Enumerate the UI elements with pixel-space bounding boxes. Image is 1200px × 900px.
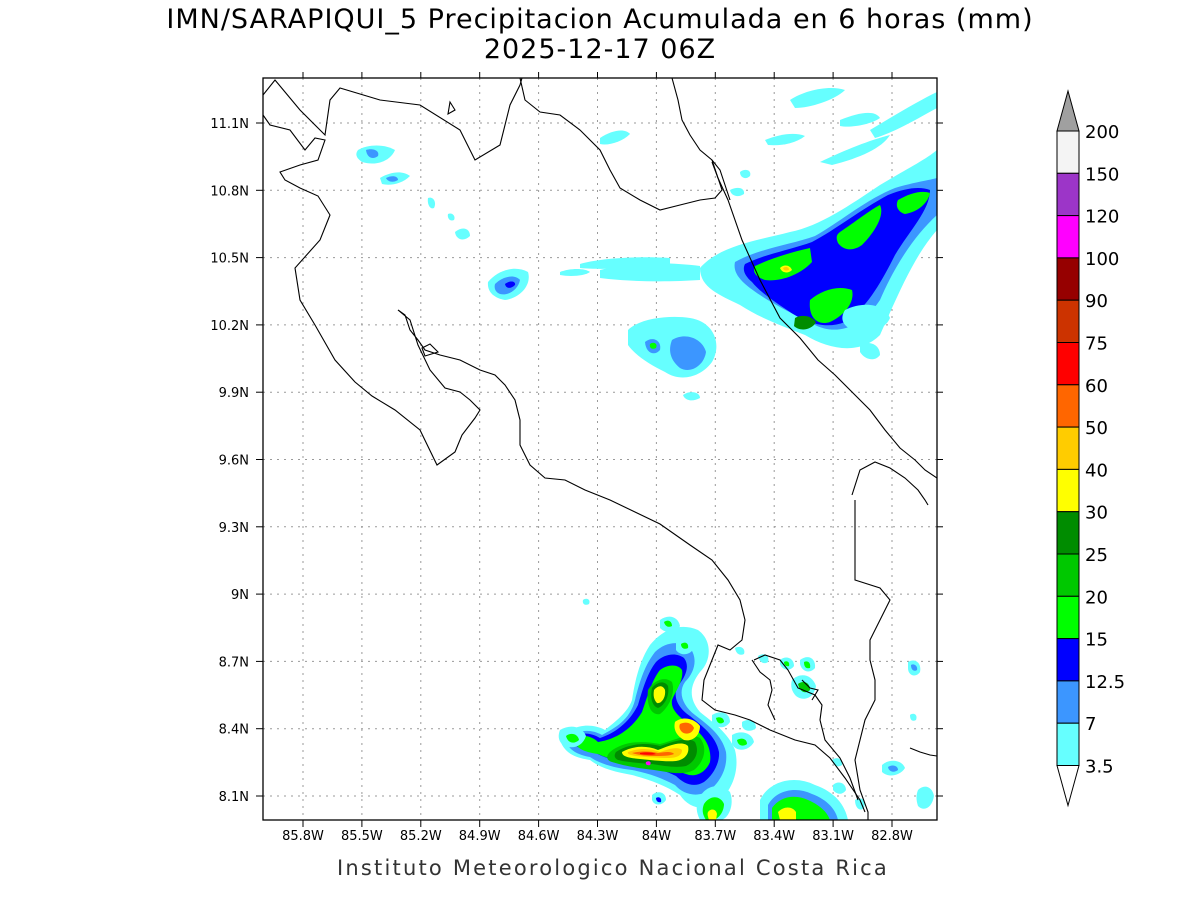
golfo-dulce xyxy=(753,654,859,801)
colorbar-swatch xyxy=(1056,172,1080,217)
lat-tick-label: 8.7N xyxy=(219,655,249,670)
colorbar-label: 200 xyxy=(1085,122,1119,143)
rain-cluster-northwest xyxy=(356,145,590,605)
map-datetime: 2025-12-17 06Z xyxy=(483,34,717,65)
colorbar: 200 150 120 100 90 75 60 50 40 30 25 20 15 12.5 7 3.5 xyxy=(1056,89,1125,808)
costa-rica-pacific-coast xyxy=(263,114,866,813)
lat-tick-label: 9.3N xyxy=(219,521,249,536)
colorbar-swatch xyxy=(1056,638,1080,682)
latitude-axis: 11.1N 10.8N 10.5N 10.2N 9.9N 9.6N 9.3N 9N 8.7N 8.… xyxy=(210,117,943,805)
colorbar-swatch xyxy=(1056,553,1080,597)
lat-tick-label: 9N xyxy=(231,588,249,603)
colorbar-label: 30 xyxy=(1085,503,1108,524)
credit-footer: Instituto Meteorologico Nacional Costa R… xyxy=(337,856,889,880)
colorbar-label: 100 xyxy=(1085,249,1119,270)
colorbar-label: 90 xyxy=(1085,291,1108,312)
lon-tick-label: 85.2W xyxy=(400,829,442,844)
colorbar-label: 150 xyxy=(1085,164,1119,185)
lat-tick-label: 8.4N xyxy=(219,723,249,738)
colorbar-swatch xyxy=(1056,384,1080,428)
nicaragua-coast-northwest xyxy=(263,78,523,161)
colorbar-swatch xyxy=(1056,468,1080,513)
panama-border xyxy=(854,500,891,820)
colorbar-swatch xyxy=(1056,511,1080,555)
panama-east-coast xyxy=(851,461,929,506)
colorbar-min-arrow xyxy=(1056,765,1080,808)
longitude-axis: 85.8W 85.5W 85.2W 84.9W 84.6W 84.3W 84W 83.7W 83… xyxy=(282,72,913,844)
border-nicaragua xyxy=(519,78,723,211)
colorbar-label: 50 xyxy=(1085,418,1108,439)
colorbar-swatch xyxy=(1056,722,1080,767)
precipitation-field xyxy=(356,88,937,820)
colorbar-swatch xyxy=(1056,342,1080,386)
rain-cluster-northeast xyxy=(560,88,937,360)
lon-tick-label: 83.1W xyxy=(812,829,854,844)
colorbar-label: 120 xyxy=(1085,207,1119,228)
lat-tick-label: 8.1N xyxy=(219,790,249,805)
colorbar-label: 3.5 xyxy=(1085,757,1114,778)
isla-chira xyxy=(421,343,440,357)
lon-tick-label: 84W xyxy=(642,829,672,844)
colorbar-swatch xyxy=(1056,130,1080,174)
lon-tick-label: 82.8W xyxy=(871,829,913,844)
colorbar-label: 25 xyxy=(1085,545,1108,566)
colorbar-swatch xyxy=(1056,426,1080,470)
colorbar-max-arrow xyxy=(1056,89,1080,132)
lat-tick-label: 11.1N xyxy=(210,117,249,132)
burica-coast xyxy=(909,747,937,757)
map-frame-bg xyxy=(263,78,937,820)
colorbar-label: 40 xyxy=(1085,460,1108,481)
colorbar-swatch xyxy=(1056,257,1080,301)
boca-del-toro-coast xyxy=(801,679,819,701)
colorbar-swatch xyxy=(1056,299,1080,344)
lon-tick-label: 84.9W xyxy=(459,829,501,844)
colorbar-label: 75 xyxy=(1085,334,1108,355)
lon-tick-label: 85.8W xyxy=(282,829,324,844)
osa-peninsula-east xyxy=(751,659,776,721)
graticule xyxy=(263,78,937,820)
lon-tick-label: 84.3W xyxy=(577,829,619,844)
map-title: IMN/SARAPIQUI_5 Precipitacion Acumulada … xyxy=(166,4,1034,35)
colorbar-label: 15 xyxy=(1085,630,1108,651)
lago-nicaragua-island xyxy=(447,100,456,116)
colorbar-label: 60 xyxy=(1085,376,1108,397)
colorbar-swatch xyxy=(1056,595,1080,640)
lat-tick-label: 9.9N xyxy=(219,386,249,401)
lat-tick-label: 10.5N xyxy=(210,252,249,267)
san-juan-river xyxy=(671,78,731,201)
colorbar-label: 12.5 xyxy=(1085,672,1125,693)
rain-cluster-central xyxy=(628,316,717,401)
lon-tick-label: 83.4W xyxy=(753,829,795,844)
lon-tick-label: 84.6W xyxy=(518,829,560,844)
lon-tick-label: 85.5W xyxy=(341,829,383,844)
colorbar-label: 20 xyxy=(1085,587,1108,608)
lat-tick-label: 9.6N xyxy=(219,454,249,469)
colorbar-swatch xyxy=(1056,680,1080,724)
caribbean-coast xyxy=(711,159,937,479)
coastlines-borders xyxy=(263,78,937,820)
map-frame xyxy=(262,77,938,821)
lat-tick-label: 10.2N xyxy=(210,319,249,334)
colorbar-swatch xyxy=(1056,215,1080,259)
lon-tick-label: 83.7W xyxy=(694,829,736,844)
colorbar-label: 7 xyxy=(1085,714,1096,735)
rain-cluster-south xyxy=(558,616,934,820)
lat-tick-label: 10.8N xyxy=(210,184,249,199)
